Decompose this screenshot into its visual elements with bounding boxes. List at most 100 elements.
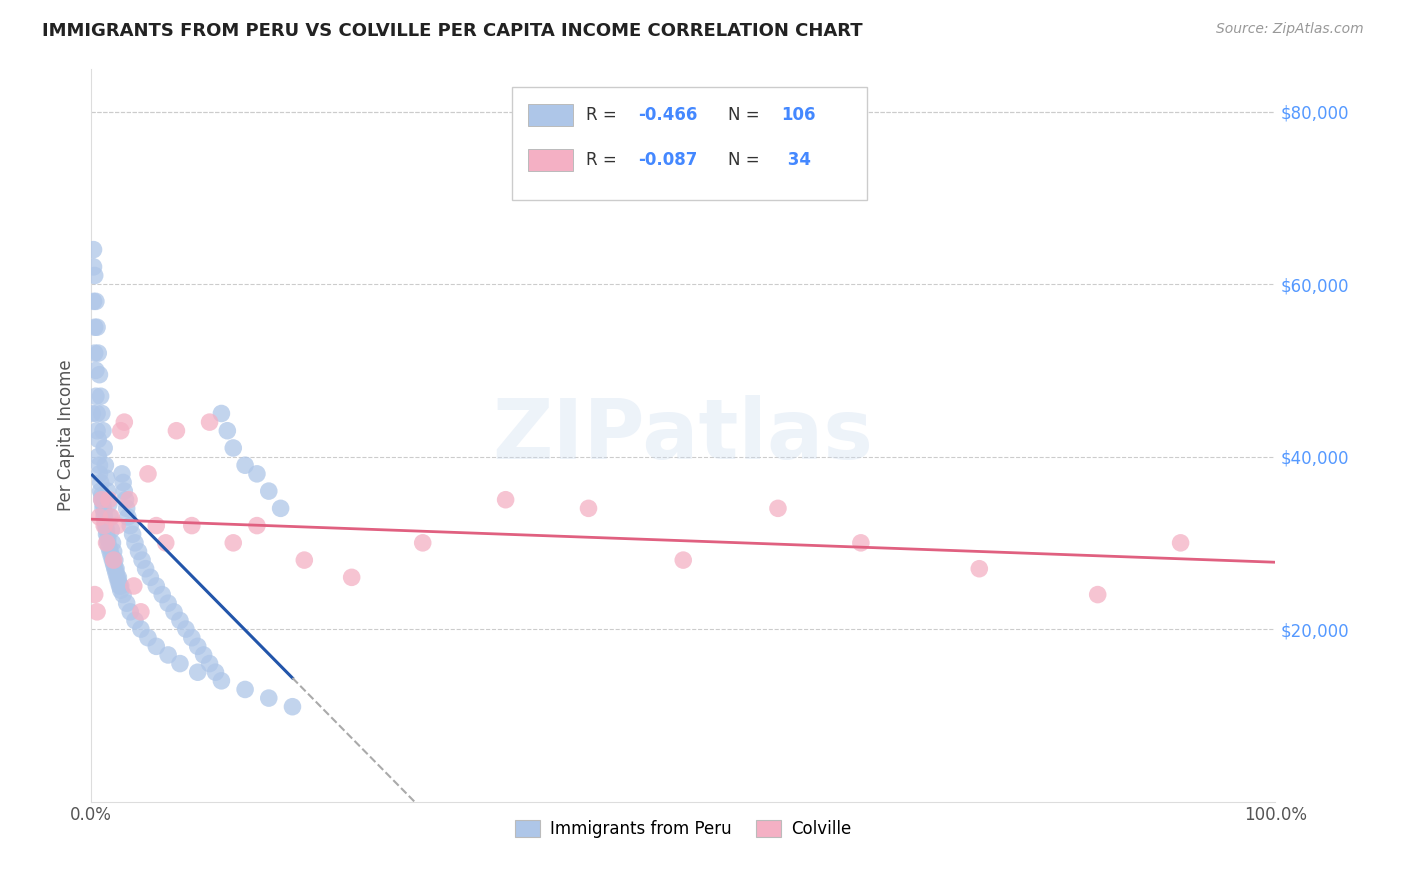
Point bbox=[86, 424, 108, 438]
Point bbox=[129, 622, 152, 636]
Point bbox=[139, 570, 162, 584]
Point bbox=[1087, 588, 1109, 602]
Text: -0.087: -0.087 bbox=[638, 151, 697, 169]
Point bbox=[94, 458, 117, 473]
Y-axis label: Per Capita Income: Per Capita Income bbox=[58, 359, 75, 511]
Point bbox=[89, 368, 111, 382]
Point bbox=[165, 424, 187, 438]
Point bbox=[129, 605, 152, 619]
Text: R =: R = bbox=[586, 106, 621, 124]
Point bbox=[155, 536, 177, 550]
Point bbox=[222, 536, 245, 550]
Point bbox=[145, 518, 167, 533]
Legend: Immigrants from Peru, Colville: Immigrants from Peru, Colville bbox=[508, 813, 858, 845]
Point bbox=[101, 553, 124, 567]
Point bbox=[90, 407, 112, 421]
Point bbox=[495, 492, 517, 507]
Point bbox=[107, 574, 129, 589]
Point bbox=[104, 553, 127, 567]
Point bbox=[98, 544, 121, 558]
Point bbox=[157, 596, 180, 610]
Point bbox=[83, 260, 105, 274]
Point bbox=[136, 467, 159, 481]
Point bbox=[103, 558, 125, 572]
Point bbox=[120, 518, 142, 533]
Point bbox=[340, 570, 363, 584]
Point bbox=[97, 497, 120, 511]
Text: IMMIGRANTS FROM PERU VS COLVILLE PER CAPITA INCOME CORRELATION CHART: IMMIGRANTS FROM PERU VS COLVILLE PER CAP… bbox=[42, 22, 863, 40]
Point bbox=[174, 622, 197, 636]
Point bbox=[89, 458, 111, 473]
FancyBboxPatch shape bbox=[529, 149, 574, 171]
Point bbox=[111, 467, 134, 481]
Point bbox=[87, 433, 110, 447]
Point bbox=[122, 579, 145, 593]
Point bbox=[145, 640, 167, 654]
Point bbox=[93, 510, 115, 524]
Point bbox=[97, 492, 120, 507]
Point bbox=[766, 501, 789, 516]
Point bbox=[90, 484, 112, 499]
FancyBboxPatch shape bbox=[529, 103, 574, 126]
Point bbox=[93, 441, 115, 455]
Point bbox=[121, 527, 143, 541]
Point bbox=[87, 450, 110, 464]
Point bbox=[103, 544, 125, 558]
Point bbox=[89, 510, 111, 524]
Point bbox=[281, 699, 304, 714]
Point bbox=[86, 605, 108, 619]
FancyBboxPatch shape bbox=[512, 87, 866, 201]
Point bbox=[233, 682, 256, 697]
Point bbox=[110, 583, 132, 598]
Point bbox=[131, 553, 153, 567]
Point bbox=[257, 691, 280, 706]
Point bbox=[87, 346, 110, 360]
Point bbox=[94, 518, 117, 533]
Point bbox=[103, 553, 125, 567]
Point bbox=[105, 570, 128, 584]
Point bbox=[150, 588, 173, 602]
Point bbox=[100, 510, 122, 524]
Point bbox=[105, 518, 128, 533]
Point bbox=[93, 506, 115, 520]
Text: R =: R = bbox=[586, 151, 621, 169]
Point bbox=[114, 492, 136, 507]
Point bbox=[169, 614, 191, 628]
Point bbox=[124, 614, 146, 628]
Point bbox=[1170, 536, 1192, 550]
Point bbox=[90, 475, 112, 490]
Point bbox=[193, 648, 215, 662]
Point bbox=[84, 294, 107, 309]
Point bbox=[163, 605, 186, 619]
Point bbox=[96, 471, 118, 485]
Point bbox=[292, 553, 315, 567]
Point bbox=[83, 268, 105, 283]
Point bbox=[204, 665, 226, 680]
Point bbox=[108, 579, 131, 593]
Point bbox=[180, 631, 202, 645]
Point bbox=[97, 536, 120, 550]
Point bbox=[246, 467, 269, 481]
Point bbox=[257, 484, 280, 499]
Point bbox=[112, 588, 135, 602]
Point bbox=[94, 514, 117, 528]
Point bbox=[180, 518, 202, 533]
Point bbox=[124, 536, 146, 550]
Point bbox=[96, 527, 118, 541]
Point bbox=[97, 484, 120, 499]
Point bbox=[82, 407, 104, 421]
Point bbox=[209, 673, 232, 688]
Point bbox=[104, 562, 127, 576]
Point bbox=[90, 389, 112, 403]
Point bbox=[105, 566, 128, 580]
Point bbox=[105, 562, 128, 576]
Text: -0.466: -0.466 bbox=[638, 106, 697, 124]
Point bbox=[84, 363, 107, 377]
Point bbox=[169, 657, 191, 671]
Text: N =: N = bbox=[728, 106, 765, 124]
Text: 106: 106 bbox=[782, 106, 815, 124]
Point bbox=[97, 540, 120, 554]
Point bbox=[112, 475, 135, 490]
Text: N =: N = bbox=[728, 151, 765, 169]
Point bbox=[96, 536, 118, 550]
